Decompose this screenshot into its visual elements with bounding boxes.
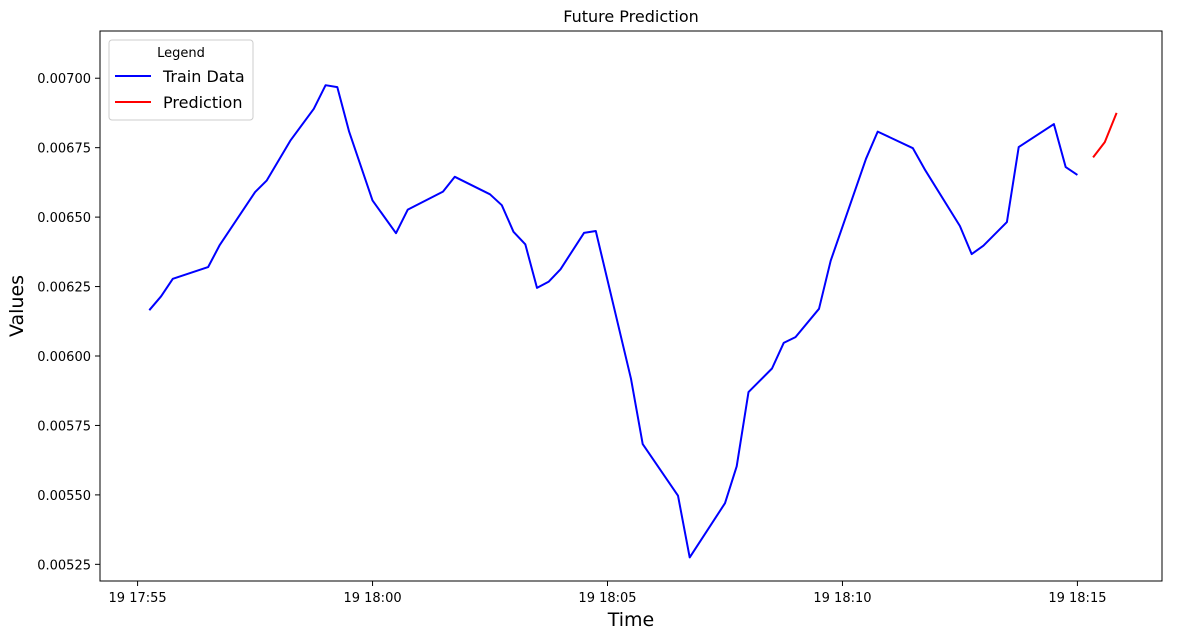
x-axis: 19 17:55 19 18:00 19 18:05 19 18:10 19 18:15 [109, 581, 1106, 606]
y-tick-label: 0.00575 [37, 419, 91, 434]
legend-box [108, 39, 254, 121]
x-tick-label: 19 18:15 [1048, 591, 1106, 606]
y-tick-label: 0.00625 [37, 281, 91, 296]
plot-area-frame [99, 30, 1163, 582]
chart-title: Future Prediction [563, 7, 699, 26]
plot-lines [148, 84, 1118, 559]
y-tick-label: 0.00550 [37, 489, 91, 504]
legend-label-train-data: Train Data [162, 67, 245, 86]
x-tick-label: 19 17:55 [109, 591, 167, 606]
y-tick-label: 0.00600 [37, 350, 91, 365]
y-axis-label: Values [6, 275, 28, 337]
legend: Legend Train Data Prediction [108, 39, 254, 121]
series-line-train-data [148, 84, 1078, 559]
y-tick-label: 0.00650 [37, 211, 91, 226]
legend-title: Legend [157, 46, 205, 61]
legend-label-prediction: Prediction [163, 93, 242, 112]
y-tick-label: 0.00700 [37, 72, 91, 87]
x-axis-label: Time [607, 609, 655, 631]
y-axis: 0.00525 0.00550 0.00575 0.00600 0.00625 0.006… [37, 72, 100, 573]
y-tick-label: 0.00525 [37, 558, 91, 573]
x-tick-label: 19 18:05 [578, 591, 636, 606]
series-line-prediction [1092, 112, 1118, 159]
x-tick-label: 19 18:10 [813, 591, 871, 606]
x-tick-label: 19 18:00 [343, 591, 401, 606]
y-tick-label: 0.00675 [37, 142, 91, 157]
